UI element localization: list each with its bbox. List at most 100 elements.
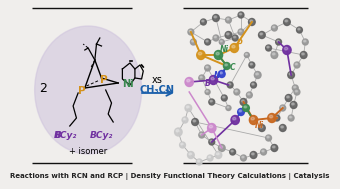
Ellipse shape xyxy=(235,90,237,92)
Text: xs: xs xyxy=(152,75,163,85)
Ellipse shape xyxy=(193,120,196,122)
Ellipse shape xyxy=(249,62,255,68)
Text: + isomer: + isomer xyxy=(69,147,107,156)
Ellipse shape xyxy=(214,36,217,38)
Ellipse shape xyxy=(233,36,236,38)
Text: 2: 2 xyxy=(39,81,47,94)
Ellipse shape xyxy=(283,46,291,54)
Ellipse shape xyxy=(231,150,233,152)
Text: B: B xyxy=(54,130,62,139)
Ellipse shape xyxy=(289,73,292,75)
Ellipse shape xyxy=(220,72,222,74)
Ellipse shape xyxy=(230,149,236,155)
Ellipse shape xyxy=(220,146,222,148)
Ellipse shape xyxy=(295,63,298,65)
Ellipse shape xyxy=(266,135,271,141)
Ellipse shape xyxy=(230,43,238,53)
Ellipse shape xyxy=(209,139,215,145)
Ellipse shape xyxy=(225,17,232,23)
Ellipse shape xyxy=(240,98,247,105)
Ellipse shape xyxy=(227,106,229,108)
Ellipse shape xyxy=(200,133,202,135)
Text: Ni: Ni xyxy=(122,79,134,89)
Text: P: P xyxy=(100,75,108,85)
Ellipse shape xyxy=(288,71,294,78)
Text: P: P xyxy=(237,39,242,47)
Ellipse shape xyxy=(250,20,253,22)
Ellipse shape xyxy=(271,51,278,59)
Ellipse shape xyxy=(250,63,252,65)
Ellipse shape xyxy=(280,105,286,111)
Ellipse shape xyxy=(190,39,196,45)
Ellipse shape xyxy=(244,106,247,108)
Text: P: P xyxy=(79,86,86,96)
Ellipse shape xyxy=(234,89,240,95)
Ellipse shape xyxy=(220,40,222,42)
Ellipse shape xyxy=(206,66,208,68)
Text: Ni: Ni xyxy=(220,44,229,53)
Ellipse shape xyxy=(200,76,202,78)
Ellipse shape xyxy=(197,50,205,60)
Ellipse shape xyxy=(295,90,298,92)
Ellipse shape xyxy=(242,156,244,158)
Ellipse shape xyxy=(271,25,277,31)
Ellipse shape xyxy=(186,106,189,108)
Ellipse shape xyxy=(251,117,254,120)
Ellipse shape xyxy=(289,116,292,118)
Text: BCy₂: BCy₂ xyxy=(90,132,113,140)
Ellipse shape xyxy=(294,62,300,68)
Ellipse shape xyxy=(213,35,219,41)
Text: CH₃CN: CH₃CN xyxy=(140,85,175,95)
Ellipse shape xyxy=(227,82,233,88)
Ellipse shape xyxy=(258,32,265,39)
Ellipse shape xyxy=(231,115,239,125)
Ellipse shape xyxy=(262,150,264,152)
Ellipse shape xyxy=(196,159,202,165)
Ellipse shape xyxy=(304,40,306,42)
Ellipse shape xyxy=(285,94,292,101)
Ellipse shape xyxy=(225,64,227,66)
Ellipse shape xyxy=(256,73,258,75)
Ellipse shape xyxy=(202,20,204,22)
Ellipse shape xyxy=(183,118,186,120)
Ellipse shape xyxy=(292,103,294,105)
Ellipse shape xyxy=(285,20,288,22)
Ellipse shape xyxy=(302,53,304,55)
Ellipse shape xyxy=(201,19,206,25)
Text: N: N xyxy=(214,70,220,80)
Ellipse shape xyxy=(225,32,232,39)
Ellipse shape xyxy=(244,53,249,57)
Ellipse shape xyxy=(199,75,205,81)
Ellipse shape xyxy=(188,152,194,159)
Ellipse shape xyxy=(248,93,250,95)
Ellipse shape xyxy=(215,152,222,159)
Ellipse shape xyxy=(217,153,219,155)
Ellipse shape xyxy=(241,100,244,102)
Ellipse shape xyxy=(292,85,298,91)
Text: BCy₂: BCy₂ xyxy=(54,130,77,139)
Ellipse shape xyxy=(243,105,249,112)
Ellipse shape xyxy=(210,100,212,102)
Ellipse shape xyxy=(241,155,246,161)
Ellipse shape xyxy=(223,96,225,98)
Ellipse shape xyxy=(281,106,283,108)
Ellipse shape xyxy=(182,117,188,123)
Ellipse shape xyxy=(267,136,269,138)
Ellipse shape xyxy=(206,40,208,42)
Ellipse shape xyxy=(272,146,275,148)
Ellipse shape xyxy=(209,99,215,105)
Ellipse shape xyxy=(219,40,224,44)
Ellipse shape xyxy=(176,130,179,132)
Ellipse shape xyxy=(218,70,225,77)
Ellipse shape xyxy=(185,105,192,112)
Ellipse shape xyxy=(216,52,219,55)
Ellipse shape xyxy=(206,91,208,92)
Ellipse shape xyxy=(261,149,267,155)
Ellipse shape xyxy=(208,123,216,132)
Ellipse shape xyxy=(192,119,199,125)
Ellipse shape xyxy=(180,142,185,148)
Ellipse shape xyxy=(272,53,275,55)
Ellipse shape xyxy=(239,30,242,32)
Ellipse shape xyxy=(189,30,191,32)
Ellipse shape xyxy=(267,46,269,48)
